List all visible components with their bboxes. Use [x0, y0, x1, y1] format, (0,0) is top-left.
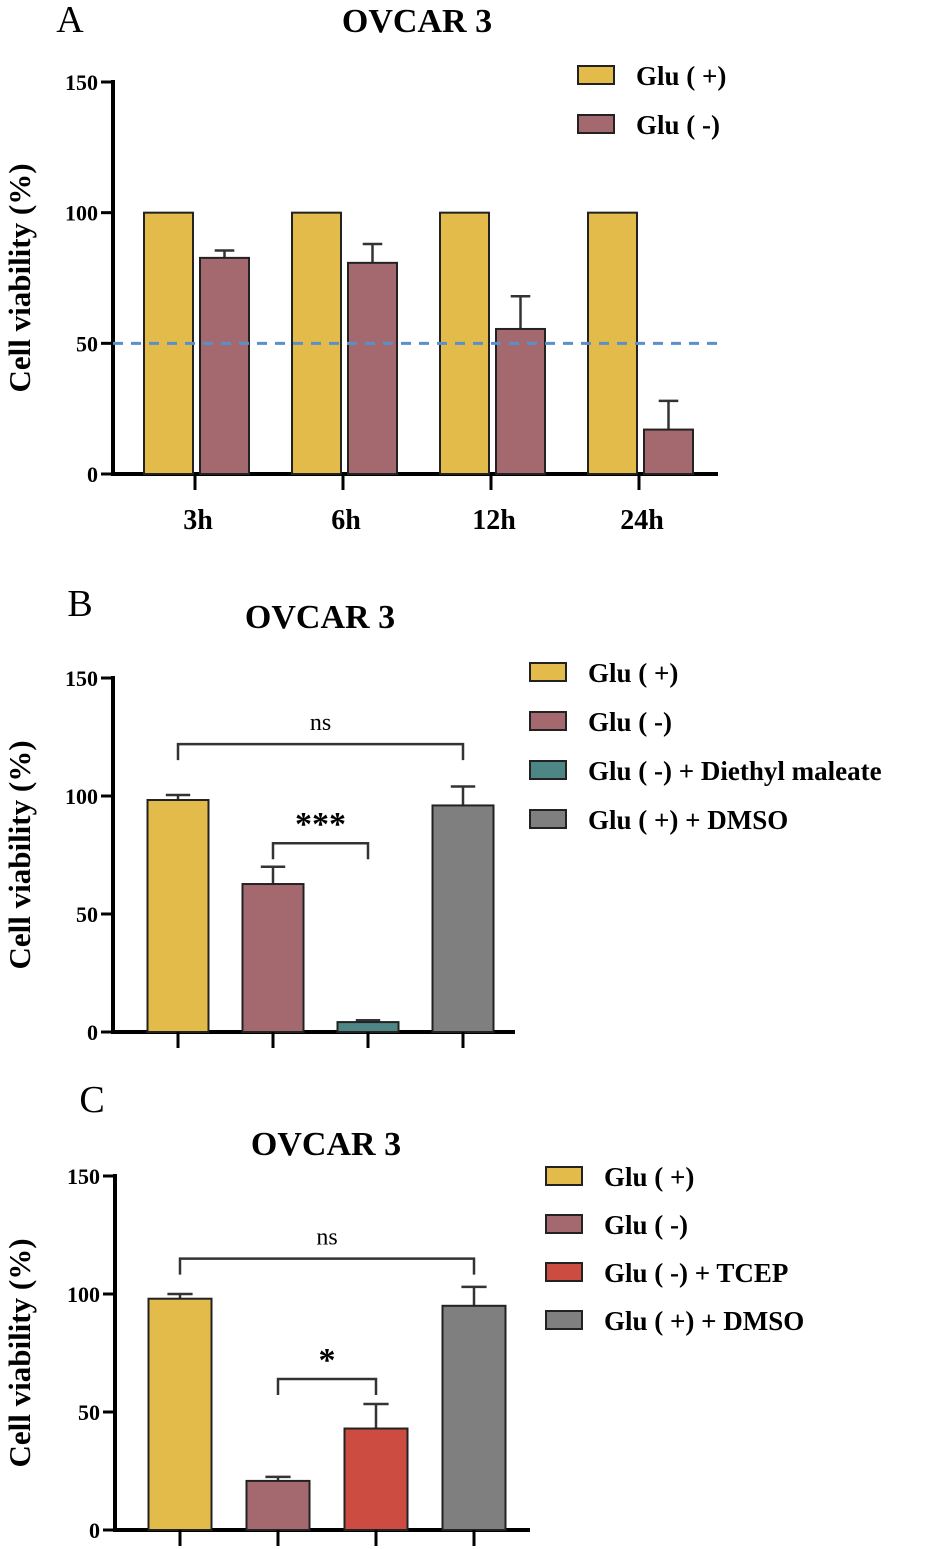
legend-swatch	[545, 1214, 583, 1234]
bar	[347, 261, 398, 475]
y-tick-label: 150	[65, 70, 98, 95]
significance-bracket	[276, 1377, 378, 1395]
x-tick-label: 24h	[620, 505, 664, 536]
legend-swatch	[577, 65, 615, 85]
y-tick-label: 150	[65, 666, 98, 691]
bar	[147, 1297, 213, 1531]
panel-b: B OVCAR 3 Cell viability (%) 0 50 100 150 ns ***…	[2, 583, 882, 1048]
bar	[343, 1427, 409, 1532]
y-tick-label: 0	[87, 462, 98, 487]
y-tick-label: 50	[78, 1400, 100, 1425]
legend-swatch	[529, 760, 567, 780]
bar	[245, 1479, 311, 1531]
legend-label: Glu ( -) + TCEP	[604, 1258, 788, 1288]
legend-swatch	[545, 1166, 583, 1186]
y-axis-label: Cell viability (%)	[2, 163, 37, 392]
bar	[199, 256, 250, 475]
legend-label: Glu ( -)	[636, 110, 720, 140]
legend-label: Glu ( +)	[604, 1162, 694, 1192]
panel-label: A	[56, 0, 84, 41]
bar	[587, 211, 638, 476]
legend-label: Glu ( +)	[636, 61, 726, 91]
bar	[495, 327, 546, 475]
panel-c: C OVCAR 3 Cell viability (%) 0 50 100 150 ns * Gl…	[2, 1079, 804, 1546]
x-tick-label: 3h	[183, 505, 213, 536]
legend-label: Glu ( -)	[604, 1210, 688, 1240]
x-tick-label: 12h	[472, 505, 516, 536]
y-tick-label: 100	[65, 784, 98, 809]
significance-bracket	[178, 1257, 476, 1275]
chart-title: OVCAR 3	[245, 599, 395, 636]
significance-label: ***	[295, 806, 346, 843]
significance-bracket	[271, 841, 370, 860]
bar	[336, 1021, 400, 1034]
y-axis-label: Cell viability (%)	[2, 1238, 37, 1467]
chart-title: OVCAR 3	[342, 3, 492, 40]
legend-label: Glu ( -)	[588, 707, 672, 737]
y-tick-label: 0	[87, 1020, 98, 1045]
y-tick-label: 100	[67, 1282, 100, 1307]
significance-bracket	[176, 742, 465, 761]
bar	[146, 799, 210, 1034]
panel-label: C	[79, 1079, 104, 1121]
legend-swatch	[529, 711, 567, 731]
y-tick-label: 50	[76, 902, 98, 927]
legend-label: Glu ( +)	[588, 658, 678, 688]
legend-label: Glu ( +) + DMSO	[604, 1306, 804, 1336]
significance-label: *	[319, 1342, 336, 1379]
bar	[441, 1304, 507, 1532]
y-axis-label: Cell viability (%)	[2, 740, 37, 969]
chart-title: OVCAR 3	[251, 1126, 401, 1163]
legend-swatch	[529, 809, 567, 829]
y-tick-label: 150	[67, 1164, 100, 1189]
bar	[241, 883, 305, 1034]
legend-swatch	[577, 114, 615, 134]
bar	[431, 804, 495, 1033]
panel-label: B	[67, 583, 92, 625]
significance-label: ns	[310, 710, 331, 736]
legend-label: Glu ( -) + Diethyl maleate	[588, 756, 882, 786]
legend-label: Glu ( +) + DMSO	[588, 805, 788, 835]
panel-a: A OVCAR 3 Cell viability (%) 0 50 100 150 3h 6h 1…	[2, 0, 726, 536]
y-tick-label: 50	[76, 331, 98, 356]
legend-swatch	[545, 1310, 583, 1330]
x-tick-label: 6h	[331, 505, 361, 536]
y-tick-label: 100	[65, 201, 98, 226]
significance-label: ns	[316, 1225, 337, 1251]
legend-swatch	[545, 1262, 583, 1282]
y-tick-label: 0	[89, 1518, 100, 1543]
legend-swatch	[529, 662, 567, 682]
bar	[643, 428, 694, 475]
